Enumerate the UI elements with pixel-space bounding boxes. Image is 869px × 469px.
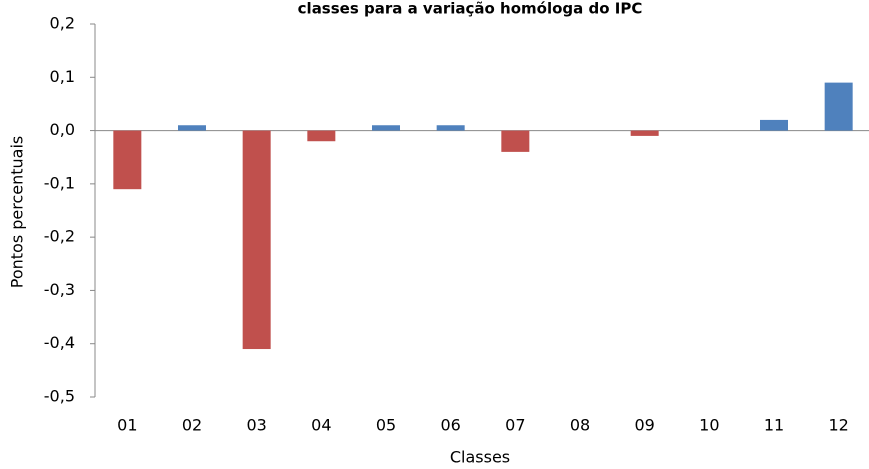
- bar: [178, 125, 206, 131]
- bar: [307, 130, 336, 142]
- x-tick-label: 12: [828, 416, 848, 435]
- chart-title: classes para a variação homóloga do IPC: [298, 0, 643, 18]
- x-tick-label: 07: [505, 416, 525, 435]
- y-axis-title: Pontos percentuais: [8, 136, 27, 289]
- bar: [824, 82, 853, 131]
- y-tick-label: 0,2: [50, 14, 75, 33]
- bar: [242, 130, 271, 350]
- bar: [113, 130, 142, 190]
- x-tick-label: 06: [440, 416, 460, 435]
- x-axis-title: Classes: [450, 448, 510, 467]
- y-tick-label: 0,1: [50, 67, 75, 86]
- y-tick-label: -0,3: [44, 280, 75, 299]
- bar: [436, 125, 465, 131]
- y-tick-label: -0,4: [44, 333, 75, 352]
- x-tick-label: 01: [117, 416, 137, 435]
- y-tick-label: -0,5: [44, 387, 75, 406]
- y-tick-label: -0,1: [44, 173, 75, 192]
- x-tick-label: 08: [570, 416, 590, 435]
- bar: [372, 125, 400, 131]
- x-tick-label: 11: [764, 416, 784, 435]
- y-tick-label: 0,0: [50, 120, 75, 139]
- x-tick-label: 05: [376, 416, 396, 435]
- x-tick-label: 02: [182, 416, 202, 435]
- bar: [630, 130, 659, 136]
- x-tick-label: 10: [699, 416, 719, 435]
- x-tick-label: 03: [246, 416, 266, 435]
- bar: [760, 119, 788, 131]
- x-tick-label: 09: [634, 416, 654, 435]
- y-tick-label: -0,2: [44, 227, 75, 246]
- x-tick-label: 04: [311, 416, 331, 435]
- bar: [501, 130, 530, 152]
